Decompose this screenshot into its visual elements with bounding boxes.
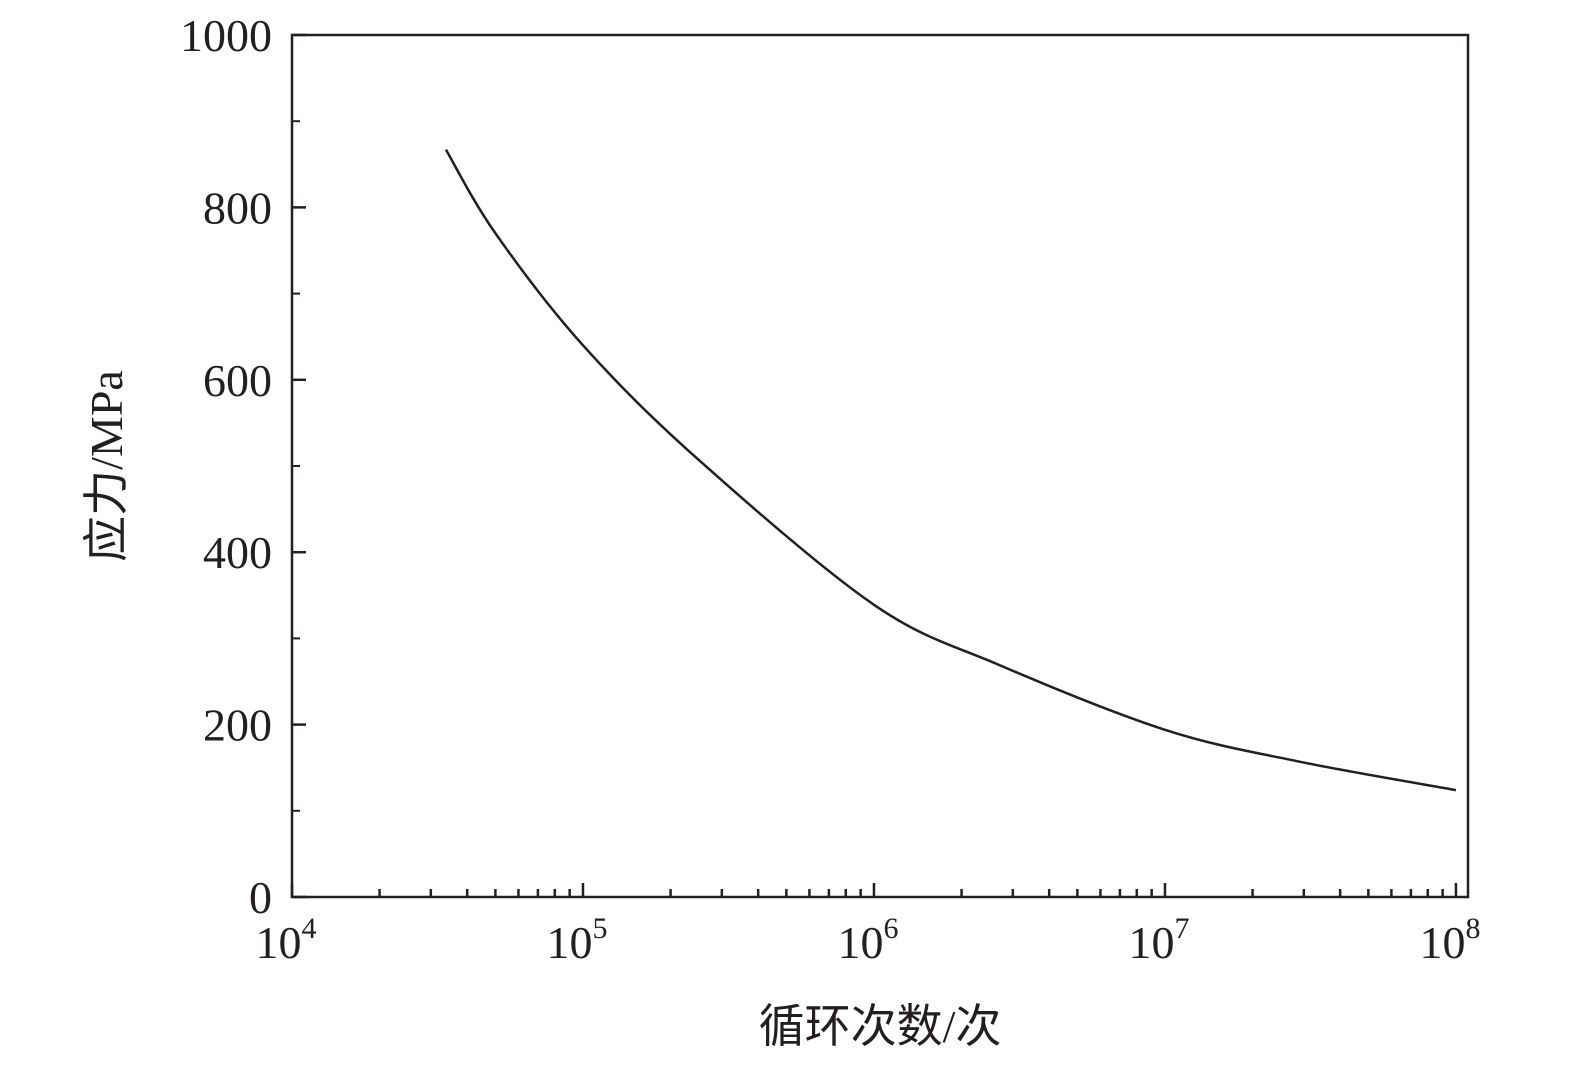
series-line (444, 149, 1457, 792)
ticks (290, 33, 1458, 899)
y-axis-label: 应力/MPa (81, 370, 132, 562)
y-tick-label: 600 (203, 355, 272, 406)
y-tick-label: 800 (203, 182, 272, 233)
y-tick-label: 1000 (180, 10, 272, 61)
y-tick-label: 200 (203, 700, 272, 751)
plot-frame (290, 33, 1470, 899)
x-tick-label: 105 (546, 912, 607, 968)
y-tick-label: 0 (249, 872, 272, 923)
x-tick-label: 108 (1419, 912, 1480, 968)
x-tick-label: 106 (837, 912, 898, 968)
x-tick-label: 104 (256, 912, 317, 968)
y-tick-label: 400 (203, 527, 272, 578)
x-tick-label: 107 (1128, 912, 1189, 968)
tick-labels: 104 105 106 107 108 0 200 400 600 800 1000 (180, 10, 1480, 968)
x-axis-label: 循环次数/次 (759, 1001, 1002, 1052)
